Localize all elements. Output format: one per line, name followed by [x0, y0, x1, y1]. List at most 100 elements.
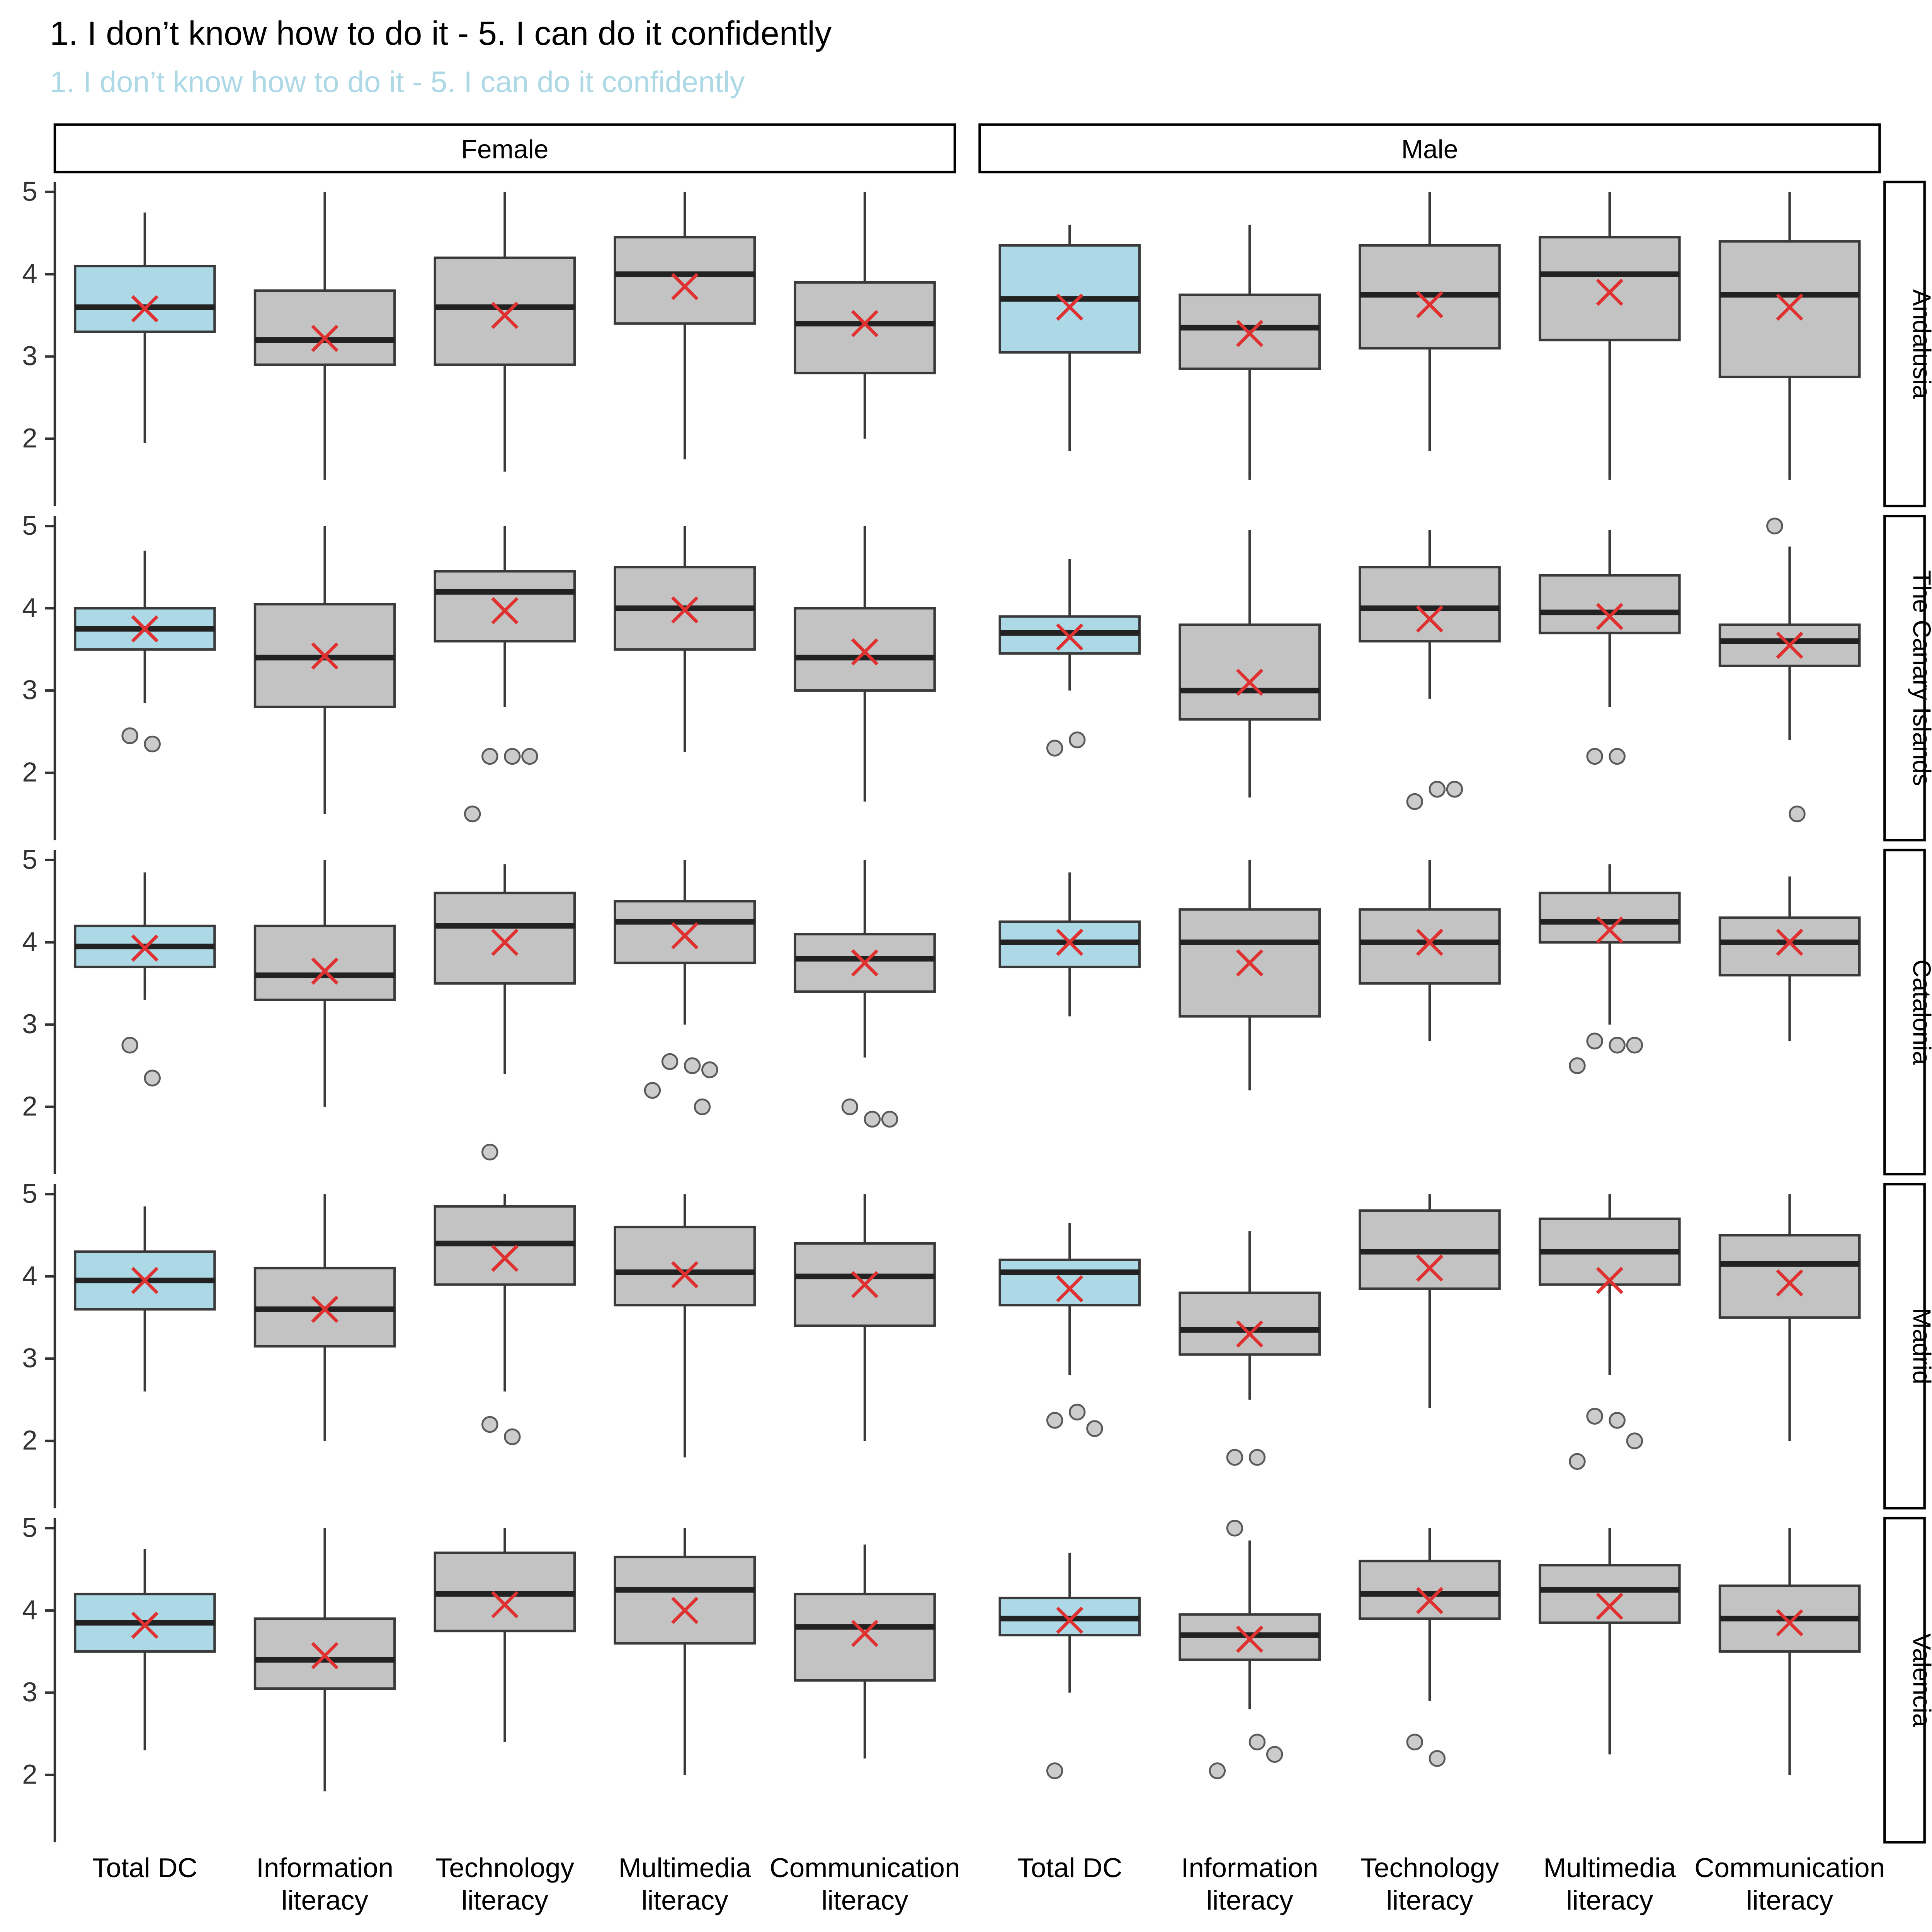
- boxplot-multimedia-literacy: [1538, 1528, 1681, 1755]
- x-category-label: Multimedia: [619, 1853, 752, 1883]
- mean-marker: [1056, 293, 1083, 321]
- y-tick-label: 4: [22, 1595, 37, 1625]
- y-tick-label: 4: [22, 927, 37, 957]
- boxplot-total-dc: [998, 872, 1141, 1017]
- outlier-point: [1586, 1408, 1603, 1425]
- mean-marker: [1236, 320, 1264, 347]
- iqr-box: [614, 900, 756, 964]
- outlier-point: [1266, 1746, 1283, 1763]
- panel-female-andalusia: [73, 192, 936, 480]
- mean-marker: [311, 957, 338, 985]
- outlier-point: [144, 735, 161, 753]
- outlier-point: [1086, 1420, 1103, 1437]
- outlier-point: [464, 805, 481, 823]
- boxplot-technology-literacy: [1359, 1528, 1501, 1767]
- mean-marker: [1596, 1592, 1624, 1620]
- x-category-label: Technology: [1361, 1853, 1499, 1883]
- y-tick-label: 3: [22, 675, 37, 706]
- mean-marker: [491, 301, 519, 329]
- outlier-point: [1446, 781, 1463, 798]
- y-tick-label: 5: [22, 176, 37, 207]
- outlier-point: [1569, 1453, 1586, 1470]
- boxplot-information-literacy: [1179, 224, 1321, 480]
- boxplot-multimedia-literacy: [1538, 1194, 1681, 1470]
- row-strip: [1883, 1517, 1926, 1844]
- mean-marker: [131, 1267, 159, 1294]
- iqr-box: [1718, 916, 1861, 977]
- boxplot-total-dc: [998, 1223, 1141, 1437]
- iqr-box: [1359, 908, 1501, 985]
- mean-marker: [1416, 1254, 1444, 1282]
- iqr-box: [1359, 1560, 1501, 1620]
- outlier-point: [644, 1082, 661, 1099]
- y-tick-label: 5: [22, 1179, 37, 1209]
- panel-female-valencia: [73, 1528, 936, 1792]
- boxplot-total-dc: [73, 1549, 216, 1750]
- boxplot-communication-literacy: [1718, 517, 1861, 823]
- outlier-point: [1046, 1412, 1063, 1429]
- mean-marker: [311, 1642, 338, 1670]
- outlier-point: [1429, 1750, 1446, 1767]
- outlier-point: [881, 1111, 898, 1128]
- boxplot-total-dc: [998, 1553, 1141, 1779]
- mean-marker: [1776, 293, 1803, 321]
- outlier-point: [481, 748, 498, 765]
- boxplot-total-dc: [998, 224, 1141, 451]
- iqr-box: [1718, 623, 1861, 667]
- iqr-box: [1538, 236, 1681, 342]
- row-strip-label: Madrid: [1908, 1308, 1932, 1384]
- x-category-label: literacy: [641, 1885, 728, 1916]
- boxplot-multimedia-literacy: [1538, 530, 1681, 765]
- row-strip: [1883, 849, 1926, 1175]
- mean-marker: [851, 638, 879, 666]
- boxplot-information-literacy: [253, 1194, 396, 1441]
- mean-marker: [1776, 929, 1803, 956]
- iqr-box: [434, 891, 576, 985]
- row-strip-label: Valencia: [1908, 1633, 1932, 1727]
- boxplot-communication-literacy: [1718, 192, 1861, 480]
- mean-marker: [1416, 1587, 1444, 1614]
- x-category-label: literacy: [821, 1885, 908, 1916]
- boxplot-multimedia-literacy: [614, 192, 756, 459]
- x-category-label: literacy: [1386, 1885, 1473, 1916]
- boxplot-technology-literacy: [1359, 192, 1501, 451]
- mean-marker: [1776, 1269, 1803, 1297]
- boxplot-technology-literacy: [1359, 530, 1501, 810]
- iqr-box: [1179, 1291, 1321, 1356]
- boxplot-total-dc: [73, 551, 216, 753]
- iqr-box: [73, 265, 216, 333]
- boxplot-multimedia-literacy: [1538, 864, 1681, 1074]
- mean-marker: [1236, 668, 1264, 696]
- outlier-point: [1046, 740, 1063, 757]
- outlier-point: [1406, 793, 1423, 810]
- boxplot-communication-literacy: [1718, 1528, 1861, 1775]
- iqr-box: [1718, 1234, 1861, 1319]
- panel-male-catalonia: [998, 860, 1861, 1090]
- facet-strip-label: Female: [461, 135, 549, 164]
- outlier-point: [1626, 1037, 1643, 1054]
- mean-marker: [1596, 916, 1624, 944]
- outlier-point: [1209, 1762, 1226, 1779]
- iqr-box: [434, 570, 576, 643]
- boxplot-total-dc: [73, 1206, 216, 1392]
- outlier-point: [701, 1061, 718, 1078]
- outlier-point: [121, 727, 138, 744]
- outlier-point: [1626, 1432, 1643, 1449]
- mean-marker: [311, 325, 338, 352]
- row-strip: [1883, 180, 1926, 507]
- outlier-point: [121, 1037, 138, 1054]
- boxplot-communication-literacy: [794, 526, 936, 802]
- mean-marker: [491, 1591, 519, 1619]
- boxplot-multimedia-literacy: [1538, 192, 1681, 480]
- row-strip: [1883, 515, 1926, 842]
- outlier-point: [864, 1111, 881, 1128]
- boxplot-multimedia-literacy: [614, 1528, 756, 1775]
- iqr-box: [614, 1226, 756, 1306]
- row-strip-label: Andalusia: [1908, 289, 1932, 399]
- x-category-label: Information: [1181, 1853, 1318, 1883]
- chart-title: 1. I don’t know how to do it - 5. I can …: [50, 15, 832, 52]
- iqr-box: [253, 924, 396, 1001]
- boxplot-technology-literacy: [434, 864, 576, 1161]
- outlier-point: [684, 1057, 701, 1074]
- boxplot-total-dc: [73, 213, 216, 443]
